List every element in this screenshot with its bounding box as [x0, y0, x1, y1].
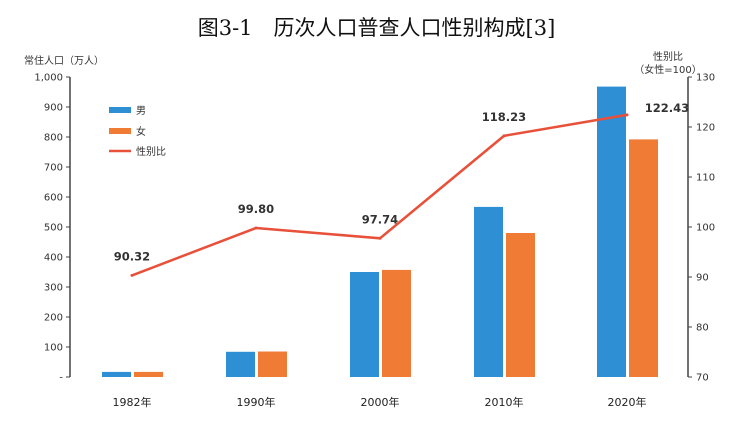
sex-ratio-point: [625, 113, 629, 117]
y2-tick-label: 110: [696, 173, 715, 184]
y-tick-label: 100: [44, 343, 63, 354]
legend-label-male: 男: [136, 105, 146, 117]
x-tick-label: 2010年: [485, 395, 524, 409]
data-label: 99.80: [238, 202, 274, 216]
bar-male: [350, 272, 379, 377]
chart-title: 图3-1 历次人口普查人口性别构成[3]: [197, 16, 556, 40]
y-tick-label: 200: [44, 313, 63, 324]
y2-tick-label: 100: [696, 223, 715, 234]
legend-swatch-female: [109, 128, 131, 134]
data-label: 97.74: [362, 212, 398, 226]
y2-axis-label: 性别比: [653, 50, 683, 63]
bar-male: [226, 351, 255, 377]
data-label: 122.43: [645, 101, 689, 115]
y-axis-label: 常住人口（万人）: [24, 54, 104, 67]
y2-tick-label: 80: [696, 323, 709, 334]
y2-tick-label: 130: [696, 73, 715, 84]
x-tick-label: 1982年: [113, 395, 152, 409]
legend-label-female: 女: [136, 125, 146, 138]
y-tick-label: 600: [44, 193, 63, 204]
y-tick-label: 500: [44, 223, 63, 234]
sex-ratio-point: [130, 273, 134, 277]
legend: 男 女 性别比: [109, 105, 166, 158]
y2-tick-label: 120: [696, 123, 715, 134]
bar-female: [134, 371, 163, 377]
bar-male: [474, 206, 503, 377]
bar-female: [258, 351, 287, 377]
bar-female: [629, 139, 658, 377]
legend-label-ratio: 性别比: [136, 145, 166, 158]
y-tick-label: 300: [44, 283, 63, 294]
y-tick-label: 700: [44, 163, 63, 174]
bar-female: [506, 233, 535, 377]
data-label: 90.32: [114, 249, 150, 263]
y2-axis-sublabel: （女性=100）: [634, 63, 701, 76]
bar-male: [102, 371, 131, 377]
sex-ratio-point: [378, 236, 382, 240]
y-tick-label: 400: [44, 253, 63, 264]
x-tick-label: 1990年: [237, 395, 276, 409]
sex-ratio-point: [502, 134, 506, 138]
y2-tick-label: 70: [696, 373, 709, 384]
y-tick-label: -: [59, 373, 63, 384]
x-tick-label: 2000年: [361, 395, 400, 409]
y-tick-label: 800: [44, 133, 63, 144]
y2-tick-label: 90: [696, 273, 709, 284]
bar-female: [382, 269, 411, 377]
sex-ratio-point: [254, 226, 258, 230]
y-tick-label: 1,000: [34, 73, 63, 84]
data-label: 118.23: [482, 110, 526, 124]
sex-ratio-line: [131, 113, 628, 277]
legend-swatch-male: [109, 107, 131, 113]
y-tick-label: 900: [44, 103, 63, 114]
bar-male: [597, 86, 626, 377]
x-tick-label: 2020年: [608, 395, 647, 409]
